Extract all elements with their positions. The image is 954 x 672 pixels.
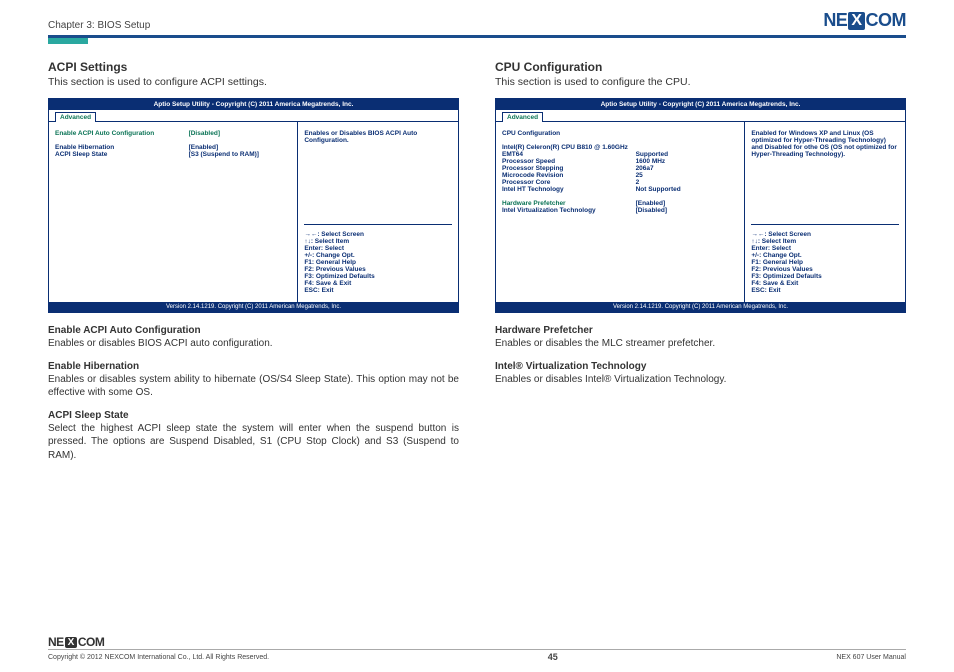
bios-help-sep (751, 224, 899, 225)
bios-tabs: Advanced (496, 110, 905, 122)
def-title: Enable Hibernation (48, 361, 459, 372)
logo-ne: NE (48, 635, 64, 649)
def-body: Select the highest ACPI sleep state the … (48, 422, 459, 463)
bios-help-top: Enables or Disables BIOS ACPI Auto Confi… (304, 130, 452, 144)
bios-cpu-name: Intel(R) Celeron(R) CPU B810 @ 1.60GHz (502, 144, 738, 151)
bios-help: +/-: Change Opt. (751, 252, 899, 259)
bios-row: Intel Virtualization Technology[Disabled… (502, 207, 738, 214)
bios-row: Microcode Revision25 (502, 172, 738, 179)
logo-x: X (848, 12, 864, 30)
logo-com: COM (866, 10, 907, 31)
def-block: Intel® Virtualization Technology Enables… (495, 361, 906, 387)
bios-row: Processor Stepping206a7 (502, 165, 738, 172)
right-column: CPU Configuration This section is used t… (495, 60, 906, 472)
bios-help-top: Enabled for Windows XP and Linux (OS opt… (751, 130, 899, 158)
cpu-heading: CPU Configuration (495, 60, 906, 74)
logo: NE X COM (823, 10, 906, 31)
page-number: 45 (548, 652, 558, 662)
bios-help: +/-: Change Opt. (304, 252, 452, 259)
bios-help: ESC: Exit (751, 287, 899, 294)
logo-com: COM (78, 635, 105, 649)
header-rule (48, 35, 906, 38)
bios-row-spacer (502, 137, 738, 144)
bios-help-sep (304, 224, 452, 225)
bios-help: F1: General Help (304, 259, 452, 266)
def-block: Enable Hibernation Enables or disables s… (48, 361, 459, 400)
bios-row: ACPI Sleep State [S3 (Suspend to RAM)] (55, 151, 291, 158)
bios-right-pane: Enables or Disables BIOS ACPI Auto Confi… (298, 122, 458, 302)
def-body: Enables or disables BIOS ACPI auto confi… (48, 337, 459, 351)
def-title: Hardware Prefetcher (495, 325, 906, 336)
bios-value: [Enabled] (189, 144, 292, 151)
logo-ne: NE (823, 10, 847, 31)
manual-name: NEX 607 User Manual (836, 654, 906, 661)
bios-label: Enable Hibernation (55, 144, 189, 151)
def-block: ACPI Sleep State Select the highest ACPI… (48, 410, 459, 463)
bios-title-bar: Aptio Setup Utility - Copyright (C) 2011… (496, 99, 905, 110)
bios-help: Enter: Select (304, 245, 452, 252)
bios-help: ESC: Exit (304, 287, 452, 294)
bios-help: →←: Select Screen (304, 231, 452, 238)
bios-help: F2: Previous Values (751, 266, 899, 273)
footer-rule (48, 649, 906, 650)
bios-value: [Disabled] (189, 130, 292, 137)
bios-row: Processor Speed1600 MHz (502, 158, 738, 165)
bios-row: Hardware Prefetcher[Enabled] (502, 200, 738, 207)
cpu-bios-screenshot: Aptio Setup Utility - Copyright (C) 2011… (495, 98, 906, 313)
bios-left-pane: Enable ACPI Auto Configuration [Disabled… (49, 122, 298, 302)
def-title: ACPI Sleep State (48, 410, 459, 421)
logo-x: X (65, 637, 77, 648)
def-block: Hardware Prefetcher Enables or disables … (495, 325, 906, 351)
chapter-title: Chapter 3: BIOS Setup (48, 20, 150, 31)
def-block: Enable ACPI Auto Configuration Enables o… (48, 325, 459, 351)
bios-tab-advanced: Advanced (502, 112, 543, 122)
bios-help: Enter: Select (751, 245, 899, 252)
copyright: Copyright © 2012 NEXCOM International Co… (48, 654, 269, 661)
bios-help: F3: Optimized Defaults (751, 273, 899, 280)
def-title: Enable ACPI Auto Configuration (48, 325, 459, 336)
page-footer: NE X COM Copyright © 2012 NEXCOM Interna… (48, 635, 906, 662)
bios-help: F4: Save & Exit (751, 280, 899, 287)
bios-help: ↑↓: Select Item (304, 238, 452, 245)
bios-tab-advanced: Advanced (55, 112, 96, 122)
def-title: Intel® Virtualization Technology (495, 361, 906, 372)
bios-help: F4: Save & Exit (304, 280, 452, 287)
bios-row: Intel HT TechnologyNot Supported (502, 186, 738, 193)
bios-label: ACPI Sleep State (55, 151, 189, 158)
bios-help: F2: Previous Values (304, 266, 452, 273)
def-body: Enables or disables the MLC streamer pre… (495, 337, 906, 351)
bios-help: ↑↓: Select Item (751, 238, 899, 245)
left-column: ACPI Settings This section is used to co… (48, 60, 459, 472)
bios-tabs: Advanced (49, 110, 458, 122)
bios-left-pane: CPU Configuration Intel(R) Celeron(R) CP… (496, 122, 745, 302)
bios-row: Enable Hibernation [Enabled] (55, 144, 291, 151)
bios-row-spacer (502, 193, 738, 200)
bios-help: →←: Select Screen (751, 231, 899, 238)
def-body: Enables or disables system ability to hi… (48, 373, 459, 400)
footer-logo: NE X COM (48, 635, 104, 649)
bios-help: F1: General Help (751, 259, 899, 266)
cpu-intro: This section is used to configure the CP… (495, 76, 906, 88)
acpi-bios-screenshot: Aptio Setup Utility - Copyright (C) 2011… (48, 98, 459, 313)
bios-row: EMT64Supported (502, 151, 738, 158)
bios-row: Enable ACPI Auto Configuration [Disabled… (55, 130, 291, 137)
acpi-intro: This section is used to configure ACPI s… (48, 76, 459, 88)
bios-row: Processor Core2 (502, 179, 738, 186)
bios-help: F3: Optimized Defaults (304, 273, 452, 280)
acpi-heading: ACPI Settings (48, 60, 459, 74)
bios-label: Enable ACPI Auto Configuration (55, 130, 189, 137)
bios-footer: Version 2.14.1219. Copyright (C) 2011 Am… (496, 302, 905, 312)
bios-value: [S3 (Suspend to RAM)] (189, 151, 292, 158)
def-body: Enables or disables Intel® Virtualizatio… (495, 373, 906, 387)
bios-title-bar: Aptio Setup Utility - Copyright (C) 2011… (49, 99, 458, 110)
bios-footer: Version 2.14.1219. Copyright (C) 2011 Am… (49, 302, 458, 312)
bios-right-pane: Enabled for Windows XP and Linux (OS opt… (745, 122, 905, 302)
bios-row-spacer (55, 137, 291, 144)
bios-header-line: CPU Configuration (502, 130, 738, 137)
